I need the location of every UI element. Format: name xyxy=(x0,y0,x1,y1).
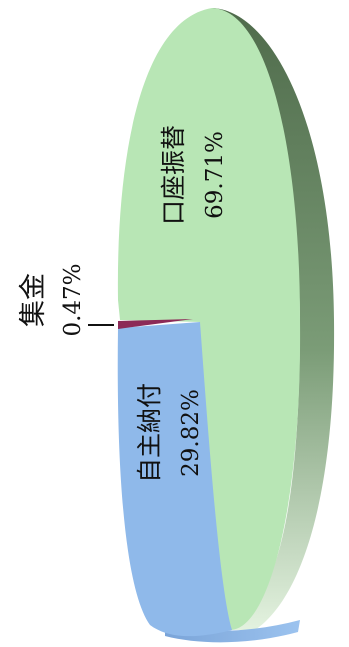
pie-slice-jishu-nofu xyxy=(117,322,232,637)
pct-jishu-nofu: 29.82% xyxy=(178,389,204,477)
label-shukin: 集金 xyxy=(18,273,49,327)
label-koza-furikae: 口座振替 xyxy=(159,125,188,225)
pct-shukin: 0.47% xyxy=(60,263,86,336)
pct-koza-furikae: 69.71% xyxy=(202,131,228,219)
pie-side-blue xyxy=(165,620,300,643)
pie-slice-koza-furikae xyxy=(117,8,301,630)
pie-slice-shukin xyxy=(118,319,193,329)
pie-side-green xyxy=(212,8,335,630)
label-jishu-nofu: 自主納付 xyxy=(135,383,164,483)
